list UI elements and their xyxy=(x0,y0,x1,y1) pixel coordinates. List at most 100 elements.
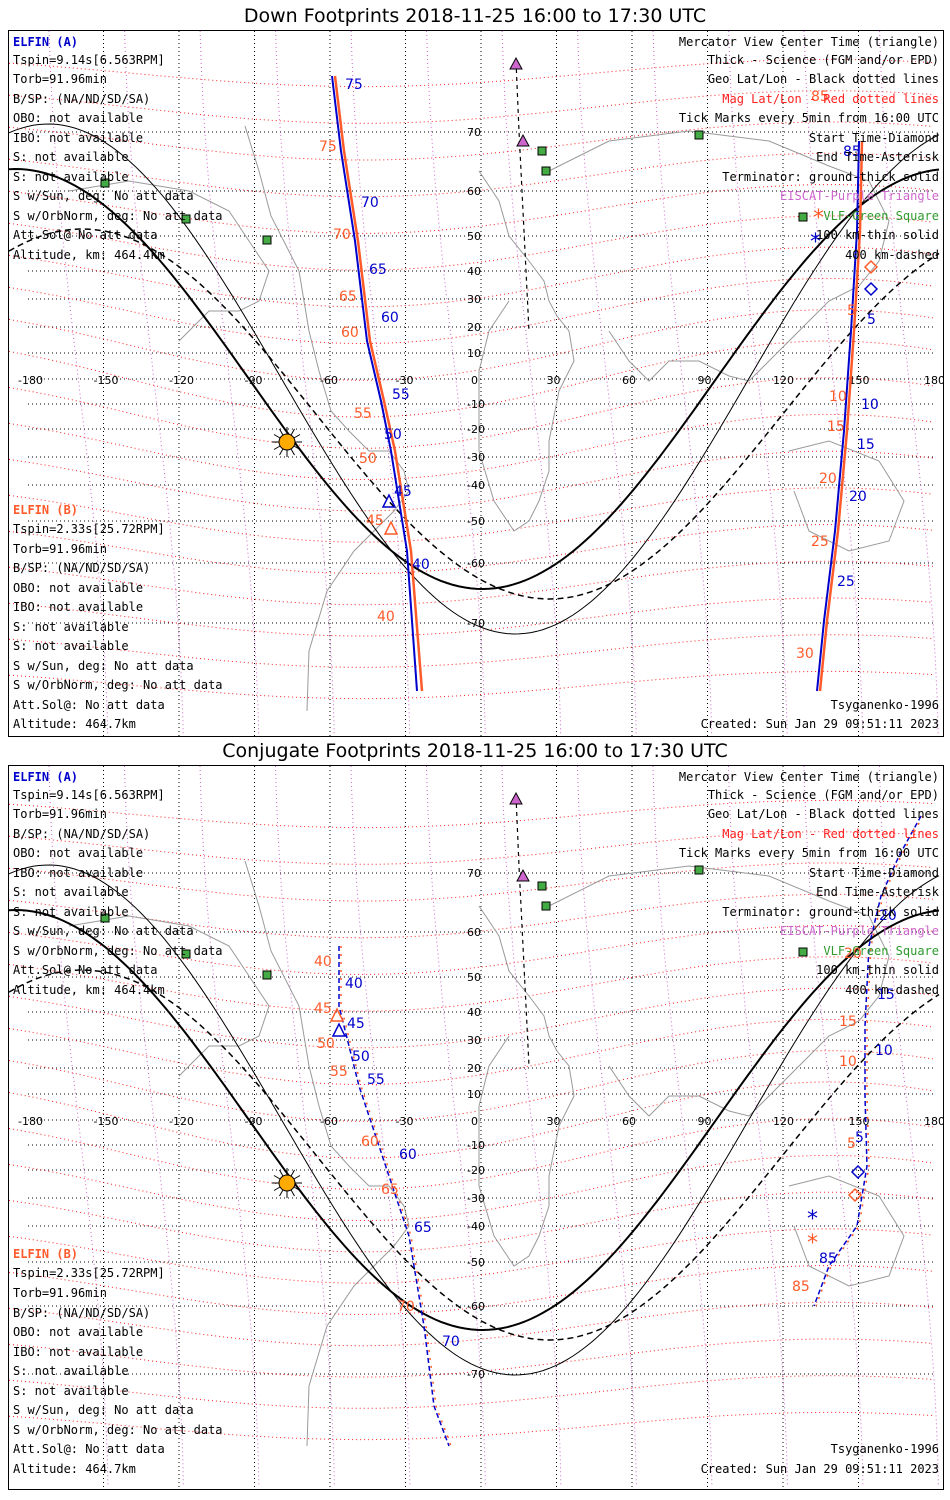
sun-ray xyxy=(290,428,295,436)
lat-label: 40 xyxy=(467,1006,481,1019)
vlf-square xyxy=(694,865,704,875)
vlf-square xyxy=(262,235,272,245)
lon-label: 30 xyxy=(547,1115,561,1128)
elfin-a-tick-label: 85 xyxy=(819,1251,837,1267)
terminator-ground xyxy=(9,908,940,1332)
legend-thick-science: Thick - Science (FGM and/or EPD) xyxy=(707,53,939,67)
lat-label: 70 xyxy=(467,867,481,880)
vlf-square xyxy=(181,949,191,959)
elfin-a-center-triangle xyxy=(381,493,397,508)
mag-parallel xyxy=(9,340,934,418)
lat-label: -30 xyxy=(467,1192,485,1205)
vlf-square xyxy=(541,166,551,176)
elfin-a-track xyxy=(816,140,860,692)
elfin-b-tick-label: 40 xyxy=(377,609,395,625)
lon-label: 150 xyxy=(849,1115,870,1128)
sun-ray xyxy=(293,445,301,450)
mag-parallel xyxy=(9,987,934,1049)
elfin-a-tick-label: 50 xyxy=(352,1049,370,1065)
elfin-b-s1: S: not available xyxy=(13,1364,129,1378)
terminator-100km xyxy=(9,864,940,1376)
elfin-b-ssun: S w/Sun, deg: No att data xyxy=(13,1403,194,1417)
elfin-b-tick-label: 5 xyxy=(847,303,856,319)
eiscat-line xyxy=(515,795,530,1067)
coastline xyxy=(548,130,890,382)
elfin-b-s2: S: not available xyxy=(13,639,129,653)
sun-icon xyxy=(278,433,296,451)
down-footprints-panel: -180 -150 -120 -90 -60 -30 0 30 60 90 120 150 180 70 6… xyxy=(8,30,944,737)
elfin-b-tspin: Tspin=2.33s[25.72RPM] xyxy=(13,1266,165,1280)
lon-label: -30 xyxy=(396,1115,414,1128)
elfin-b-attsol: Att.Sol@: No att data xyxy=(13,1442,165,1456)
model-name: Tsyganenko-1996 xyxy=(830,698,939,712)
legend-terminator: Terminator: ground-thick solid xyxy=(722,170,939,184)
elfin-b-ibo: IBO: not available xyxy=(13,1345,144,1359)
lat-label: -70 xyxy=(467,1368,485,1381)
lat-label: -20 xyxy=(467,1164,485,1177)
elfin-a-obo: OBO: not available xyxy=(13,111,144,125)
sun-ray xyxy=(273,1186,281,1191)
mag-parallel xyxy=(9,1154,934,1221)
elfin-a-ssun: S w/Sun, deg: No att data xyxy=(13,189,194,203)
mag-meridian xyxy=(350,766,411,1487)
legend-end-time: End Time-Asterisk xyxy=(816,150,939,164)
mag-meridian xyxy=(577,766,637,1487)
mag-meridian xyxy=(199,766,260,1487)
elfin-a-tick-label: 55 xyxy=(392,387,410,403)
elfin-b-label: ELFIN (B) xyxy=(13,1247,79,1261)
lat-label: -10 xyxy=(467,398,485,411)
vlf-square xyxy=(100,913,110,923)
elfin-a-label: ELFIN (A) xyxy=(13,35,79,49)
created-timestamp: Created: Sun Jan 29 09:51:11 2023 xyxy=(700,717,939,731)
elfin-b-track xyxy=(818,140,864,692)
elfin-b-altitude: Altitude: 464.7km xyxy=(13,717,136,731)
panel-title-conjugate: Conjugate Footprints 2018-11-25 16:00 to… xyxy=(222,740,728,762)
elfin-a-tick-label: 40 xyxy=(412,557,430,573)
vlf-square xyxy=(181,214,191,224)
mag-parallel xyxy=(9,309,934,381)
eiscat-triangle xyxy=(509,56,523,70)
elfin-a-tick-label: 65 xyxy=(414,1220,432,1236)
elfin-a-altitude: Altitude, km: 464.4km xyxy=(13,248,165,262)
elfin-a-tick-label: 5 xyxy=(855,1130,864,1146)
lat-label: -50 xyxy=(467,515,485,528)
mag-parallel xyxy=(9,1301,934,1347)
lon-label: 90 xyxy=(698,374,712,387)
mag-meridian xyxy=(501,766,562,1487)
lon-label: -150 xyxy=(94,1115,119,1128)
elfin-a-sorb: S w/OrbNorm, deg: No att data xyxy=(13,209,223,223)
sun-ray xyxy=(279,1169,284,1177)
coastline xyxy=(788,1175,905,1287)
elfin-b-start-diamond xyxy=(863,259,879,275)
lat-label: 50 xyxy=(467,971,481,984)
legend-geo-grid: Geo Lat/Lon - Black dotted lines xyxy=(707,807,939,821)
mag-parallel xyxy=(9,246,934,308)
lon-label: 150 xyxy=(849,374,870,387)
mag-meridian xyxy=(275,766,335,1487)
elfin-b-tick-label: 75 xyxy=(319,139,337,155)
lat-label: -60 xyxy=(467,1300,485,1313)
mag-parallel xyxy=(9,277,934,344)
legend-end-time: End Time-Asterisk xyxy=(816,885,939,899)
vlf-square xyxy=(798,212,808,222)
legend-thick-science: Thick - Science (FGM and/or EPD) xyxy=(707,788,939,802)
mag-parallel xyxy=(9,560,934,606)
elfin-b-end-asterisk: * xyxy=(813,206,824,231)
lon-label: -60 xyxy=(320,1115,338,1128)
legend-mag-grid: Mag Lat/Lon - Red dotted lines xyxy=(722,827,939,841)
lat-label: -20 xyxy=(467,423,485,436)
elfin-b-tick-label: 5 xyxy=(847,1136,856,1152)
coastline xyxy=(68,915,270,1077)
mag-parallel xyxy=(9,377,934,449)
legend-start-time: Start Time-Diamond xyxy=(808,866,939,880)
sun-ray xyxy=(279,1189,284,1197)
lon-label: 30 xyxy=(547,374,561,387)
coastline xyxy=(548,865,890,1117)
vlf-square xyxy=(262,970,272,980)
elfin-b-tick-label: 70 xyxy=(397,1299,415,1315)
legend-vlf: VLF-Green Square xyxy=(823,209,939,223)
mag-parallel xyxy=(9,1191,934,1253)
mag-parallel xyxy=(9,1081,934,1159)
elfin-b-tick-label: 85 xyxy=(792,1279,810,1295)
lat-label: 60 xyxy=(467,185,481,198)
